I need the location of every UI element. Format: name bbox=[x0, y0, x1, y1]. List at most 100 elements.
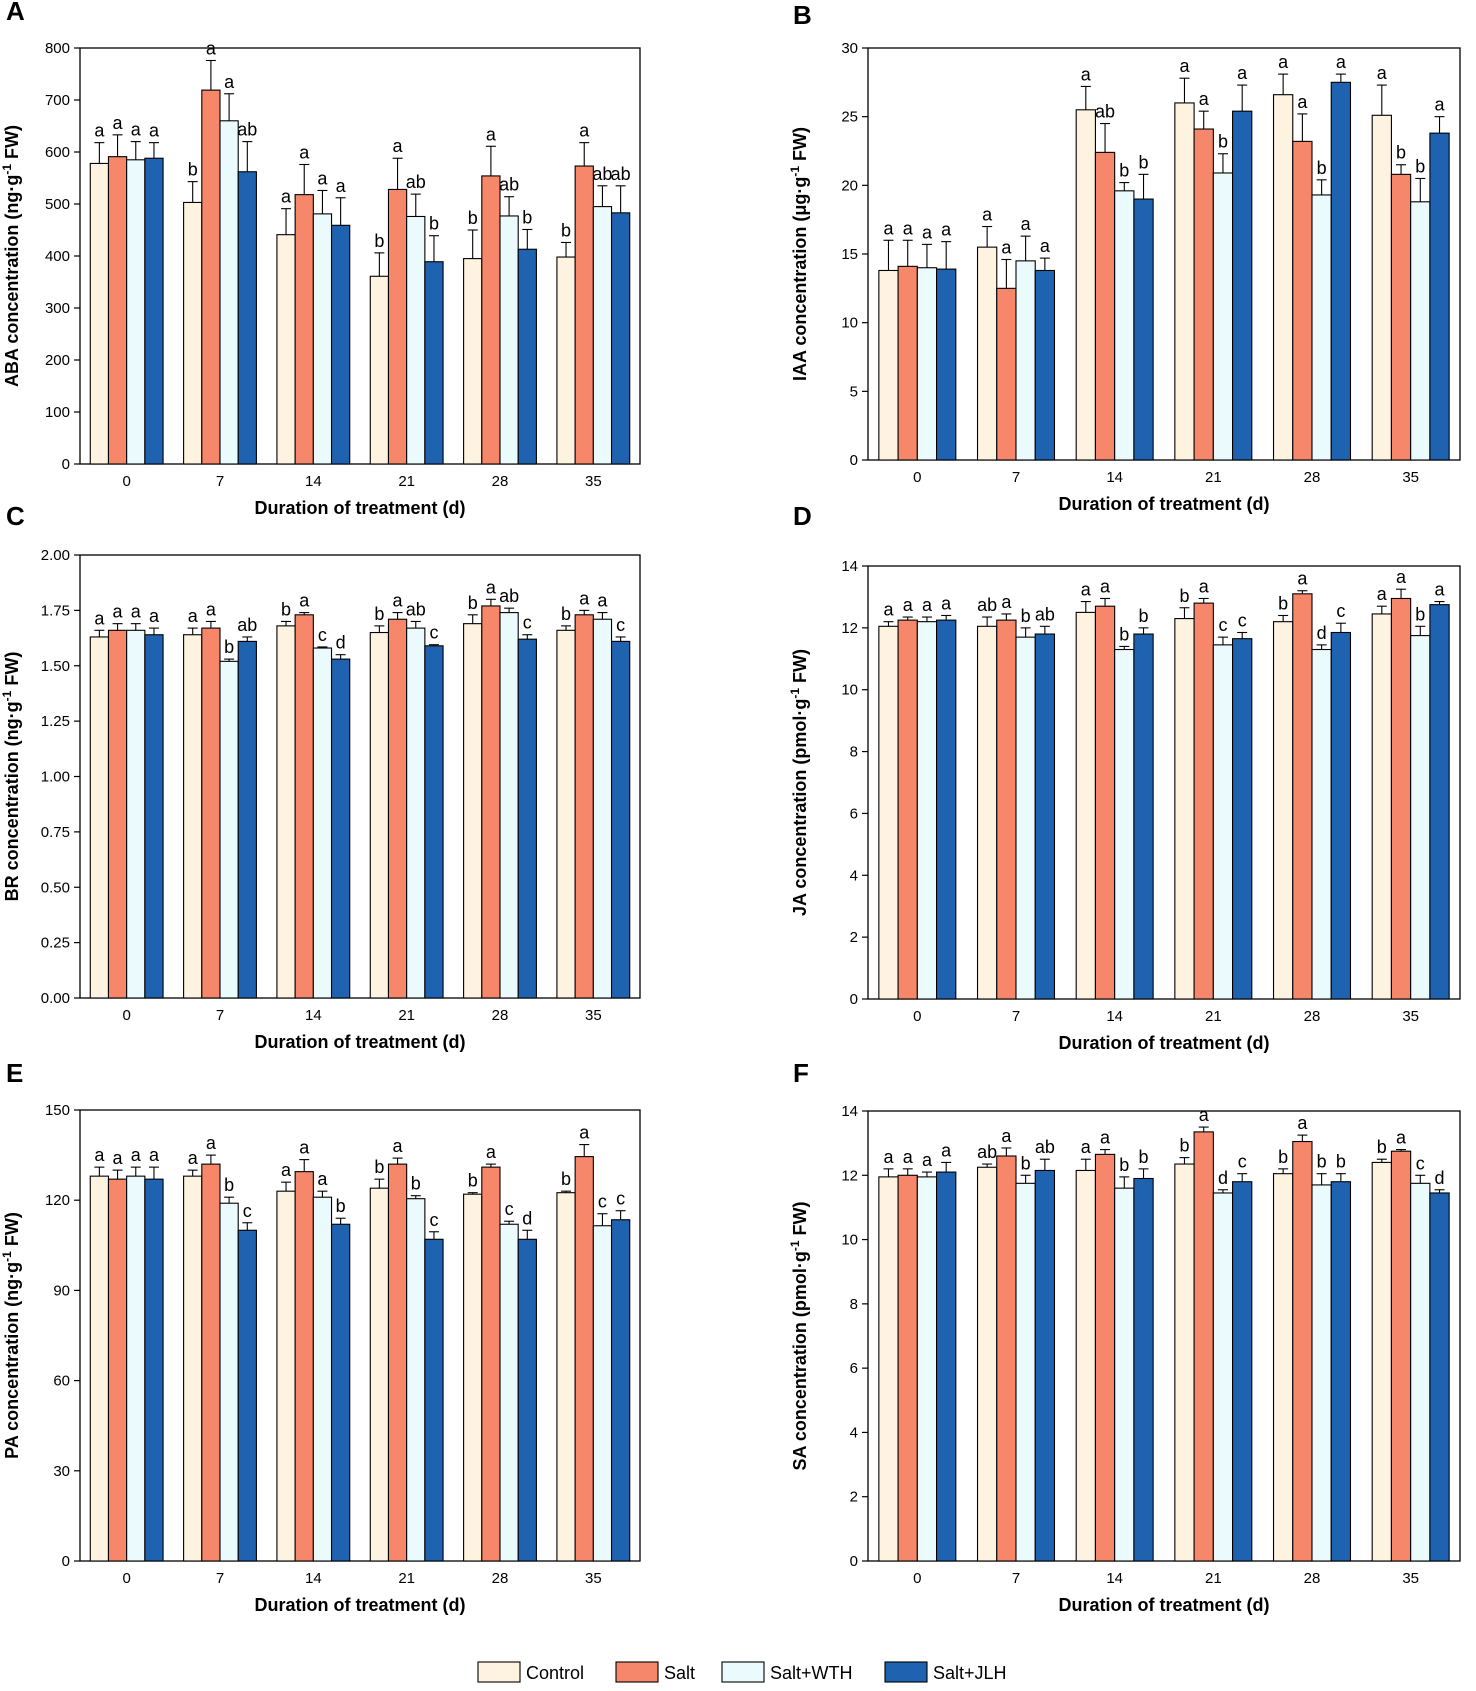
bar bbox=[1410, 1182, 1431, 1562]
significance-letter: a bbox=[903, 595, 914, 615]
significance-letter: a bbox=[1001, 237, 1012, 257]
significance-letter: ab bbox=[406, 172, 426, 192]
x-tick-label: 7 bbox=[216, 1570, 224, 1587]
significance-letter: a bbox=[149, 606, 160, 626]
significance-letter: ab bbox=[1095, 102, 1115, 122]
y-tick-label: 4 bbox=[850, 1424, 858, 1441]
bar bbox=[1232, 638, 1253, 1000]
significance-letter: c bbox=[1336, 601, 1345, 621]
bar bbox=[183, 634, 203, 999]
legend-label: Salt bbox=[664, 1663, 695, 1683]
bar bbox=[406, 1198, 426, 1562]
significance-letter: a bbox=[281, 187, 292, 207]
significance-letter: b bbox=[374, 604, 384, 624]
bar bbox=[1212, 1192, 1234, 1562]
significance-letter: a bbox=[131, 1145, 142, 1165]
significance-letter: c bbox=[598, 1192, 607, 1212]
y-tick-label: 0 bbox=[62, 1553, 70, 1570]
bar bbox=[237, 171, 257, 465]
bar bbox=[517, 638, 537, 999]
bar bbox=[1330, 81, 1352, 461]
bar bbox=[1410, 201, 1431, 461]
significance-letter: c bbox=[1416, 1153, 1425, 1173]
bar bbox=[1193, 602, 1214, 1000]
significance-letter: a bbox=[579, 1123, 590, 1143]
significance-letter: a bbox=[1396, 567, 1407, 587]
y-tick-label: 10 bbox=[841, 1232, 858, 1249]
bar bbox=[1292, 1140, 1313, 1562]
significance-letter: a bbox=[1297, 92, 1308, 112]
panel-letter: C bbox=[6, 501, 25, 531]
bar bbox=[406, 627, 426, 999]
x-tick-label: 0 bbox=[913, 1008, 921, 1025]
bar bbox=[1133, 198, 1154, 461]
bar bbox=[276, 1190, 296, 1562]
bar bbox=[1371, 1161, 1392, 1562]
bar bbox=[107, 629, 128, 999]
bar bbox=[916, 621, 938, 1000]
bar bbox=[387, 1163, 408, 1562]
significance-letter: a bbox=[1081, 64, 1092, 84]
bar bbox=[1015, 1182, 1036, 1562]
y-tick-label: 25 bbox=[841, 109, 858, 126]
panel-letter: A bbox=[6, 0, 25, 26]
x-axis-title: Duration of treatment (d) bbox=[1059, 1033, 1270, 1053]
bar bbox=[574, 165, 594, 465]
significance-letter: a bbox=[299, 1138, 310, 1158]
bar bbox=[517, 248, 537, 465]
bar bbox=[1292, 593, 1313, 1000]
significance-letter: a bbox=[1040, 236, 1051, 256]
significance-letter: ab bbox=[499, 175, 519, 195]
y-tick-label: 30 bbox=[53, 1463, 70, 1480]
y-tick-label: 500 bbox=[45, 196, 70, 213]
significance-letter: a bbox=[281, 1160, 292, 1180]
significance-letter: a bbox=[922, 595, 933, 615]
bar bbox=[1371, 613, 1392, 1000]
bar bbox=[1075, 611, 1096, 1000]
x-tick-label: 28 bbox=[1304, 1008, 1321, 1025]
bar bbox=[312, 1196, 333, 1562]
significance-letter: a bbox=[486, 577, 497, 597]
significance-letter: c bbox=[523, 613, 532, 633]
legend-label: Salt+JLH bbox=[933, 1663, 1007, 1683]
bar bbox=[936, 619, 957, 1000]
x-tick-label: 7 bbox=[216, 1007, 224, 1024]
bar bbox=[424, 645, 444, 999]
significance-letter: b bbox=[468, 208, 478, 228]
y-tick-label: 0.50 bbox=[41, 879, 70, 896]
significance-letter: ab bbox=[237, 615, 257, 635]
bar bbox=[126, 1175, 146, 1562]
bar bbox=[878, 625, 899, 1000]
y-tick-label: 120 bbox=[45, 1192, 70, 1209]
bar bbox=[1212, 172, 1234, 461]
x-tick-label: 7 bbox=[1012, 1008, 1020, 1025]
bar bbox=[1075, 109, 1096, 461]
legend-swatch bbox=[721, 1661, 765, 1683]
y-tick-label: 0 bbox=[850, 452, 858, 469]
bar bbox=[369, 275, 390, 465]
y-tick-label: 90 bbox=[53, 1282, 70, 1299]
significance-letter: ab bbox=[1035, 1137, 1055, 1157]
x-tick-label: 14 bbox=[305, 1570, 322, 1587]
bar bbox=[556, 1192, 576, 1562]
significance-letter: a bbox=[393, 136, 404, 156]
significance-letter: ab bbox=[1035, 604, 1055, 624]
bar bbox=[1429, 604, 1450, 1000]
bar bbox=[463, 258, 483, 465]
bar bbox=[237, 1229, 257, 1562]
panel-letter: B bbox=[793, 0, 812, 30]
x-tick-label: 14 bbox=[305, 1007, 322, 1024]
significance-letter: a bbox=[206, 1133, 217, 1153]
bar bbox=[1193, 1131, 1214, 1562]
bar bbox=[463, 1193, 483, 1562]
significance-letter: a bbox=[113, 1148, 124, 1168]
significance-letter: ab bbox=[406, 599, 426, 619]
y-axis-title: IAA concentration (μg·g-1 FW) bbox=[788, 127, 810, 381]
y-tick-label: 6 bbox=[850, 805, 858, 822]
x-tick-label: 21 bbox=[1205, 1008, 1222, 1025]
bar bbox=[481, 1166, 501, 1562]
significance-letter: a bbox=[597, 591, 608, 611]
bar bbox=[201, 89, 221, 465]
x-axis-title: Duration of treatment (d) bbox=[255, 498, 466, 518]
x-tick-label: 35 bbox=[585, 473, 602, 490]
